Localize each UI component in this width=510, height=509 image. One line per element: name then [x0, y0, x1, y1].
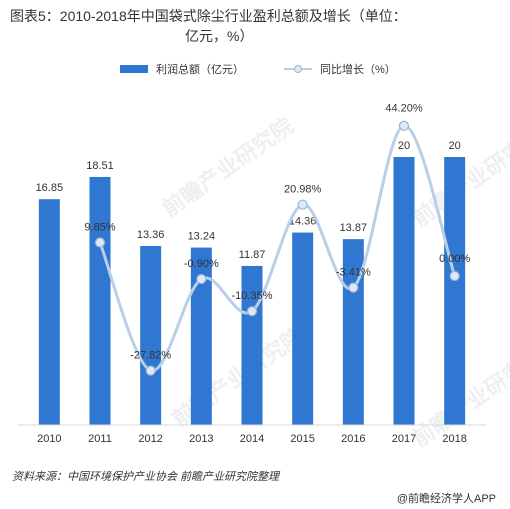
bar-value-label: 13.36 [137, 229, 165, 241]
bar [89, 176, 111, 425]
growth-value-label: -0.90% [184, 258, 219, 270]
chart-legend: 利润总额（亿元） 同比增长（%） [120, 61, 436, 77]
bar-value-label: 14.36 [289, 216, 317, 228]
x-tick-label: 2017 [392, 433, 416, 445]
x-tick-label: 2011 [88, 433, 112, 445]
x-tick-label: 2016 [341, 433, 365, 445]
growth-value-label: 44.20% [385, 103, 423, 115]
legend-line-swatch [284, 64, 312, 74]
growth-value-label: -3.41% [336, 267, 371, 279]
x-tick-label: 2014 [240, 433, 264, 445]
legend-bar-swatch [120, 65, 148, 73]
source-note: 资料来源：中国环境保护产业协会 前瞻产业研究院整理 [12, 471, 280, 483]
x-tick-label: 2013 [189, 433, 213, 445]
bar-value-label: 20 [449, 140, 461, 152]
bar [342, 239, 364, 425]
x-tick-label: 2015 [290, 433, 314, 445]
growth-point [196, 273, 207, 285]
chart-plot: 16.85 18.51 13.36 13.24 11.87 14.36 13.87 20 20 2… [18, 103, 486, 445]
growth-point [246, 306, 258, 317]
growth-point [449, 270, 460, 282]
growth-value-label: -10.35% [232, 290, 273, 302]
growth-value-label: 9.85% [84, 222, 115, 234]
chart-title-line2: 亿元，%） [185, 28, 254, 44]
legend-item-line: 同比增长（%） [284, 61, 396, 77]
growth-value-label: -27.82% [130, 350, 171, 362]
bar-value-label: 13.24 [188, 231, 216, 243]
bar [292, 232, 314, 425]
bar [444, 157, 466, 425]
legend-bar-label: 利润总额（亿元） [156, 64, 244, 76]
bar [140, 245, 162, 425]
growth-point [398, 120, 410, 131]
legend-line-label: 同比增长（%） [320, 64, 396, 76]
bar-value-label: 20 [398, 140, 410, 152]
growth-point [297, 199, 308, 210]
growth-point [94, 237, 106, 248]
chart-title: 图表5：2010-2018年中国袋式除尘行业盈利总额及增长（单位： 亿元，%） [10, 6, 500, 46]
bar-value-label: 13.87 [340, 222, 368, 234]
bar [38, 199, 60, 425]
x-tick-label: 2010 [37, 433, 61, 445]
growth-point [145, 365, 156, 376]
bar-value-label: 11.87 [239, 249, 266, 261]
chart-title-line1: 图表5：2010-2018年中国袋式除尘行业盈利总额及增长（单位： [10, 8, 407, 24]
bar [190, 247, 212, 425]
growth-point [348, 282, 359, 293]
brand-note: @前瞻经济学人APP [396, 493, 496, 505]
bar-value-label: 16.85 [36, 182, 64, 194]
x-tick-label: 2012 [138, 433, 162, 445]
x-tick-label: 2018 [442, 433, 466, 445]
bar-value-label: 18.51 [86, 160, 114, 172]
bar [393, 157, 415, 425]
growth-value-label: 20.98% [284, 184, 322, 196]
legend-item-bar: 利润总额（亿元） [120, 61, 244, 77]
growth-value-label: 0.00% [439, 253, 470, 265]
